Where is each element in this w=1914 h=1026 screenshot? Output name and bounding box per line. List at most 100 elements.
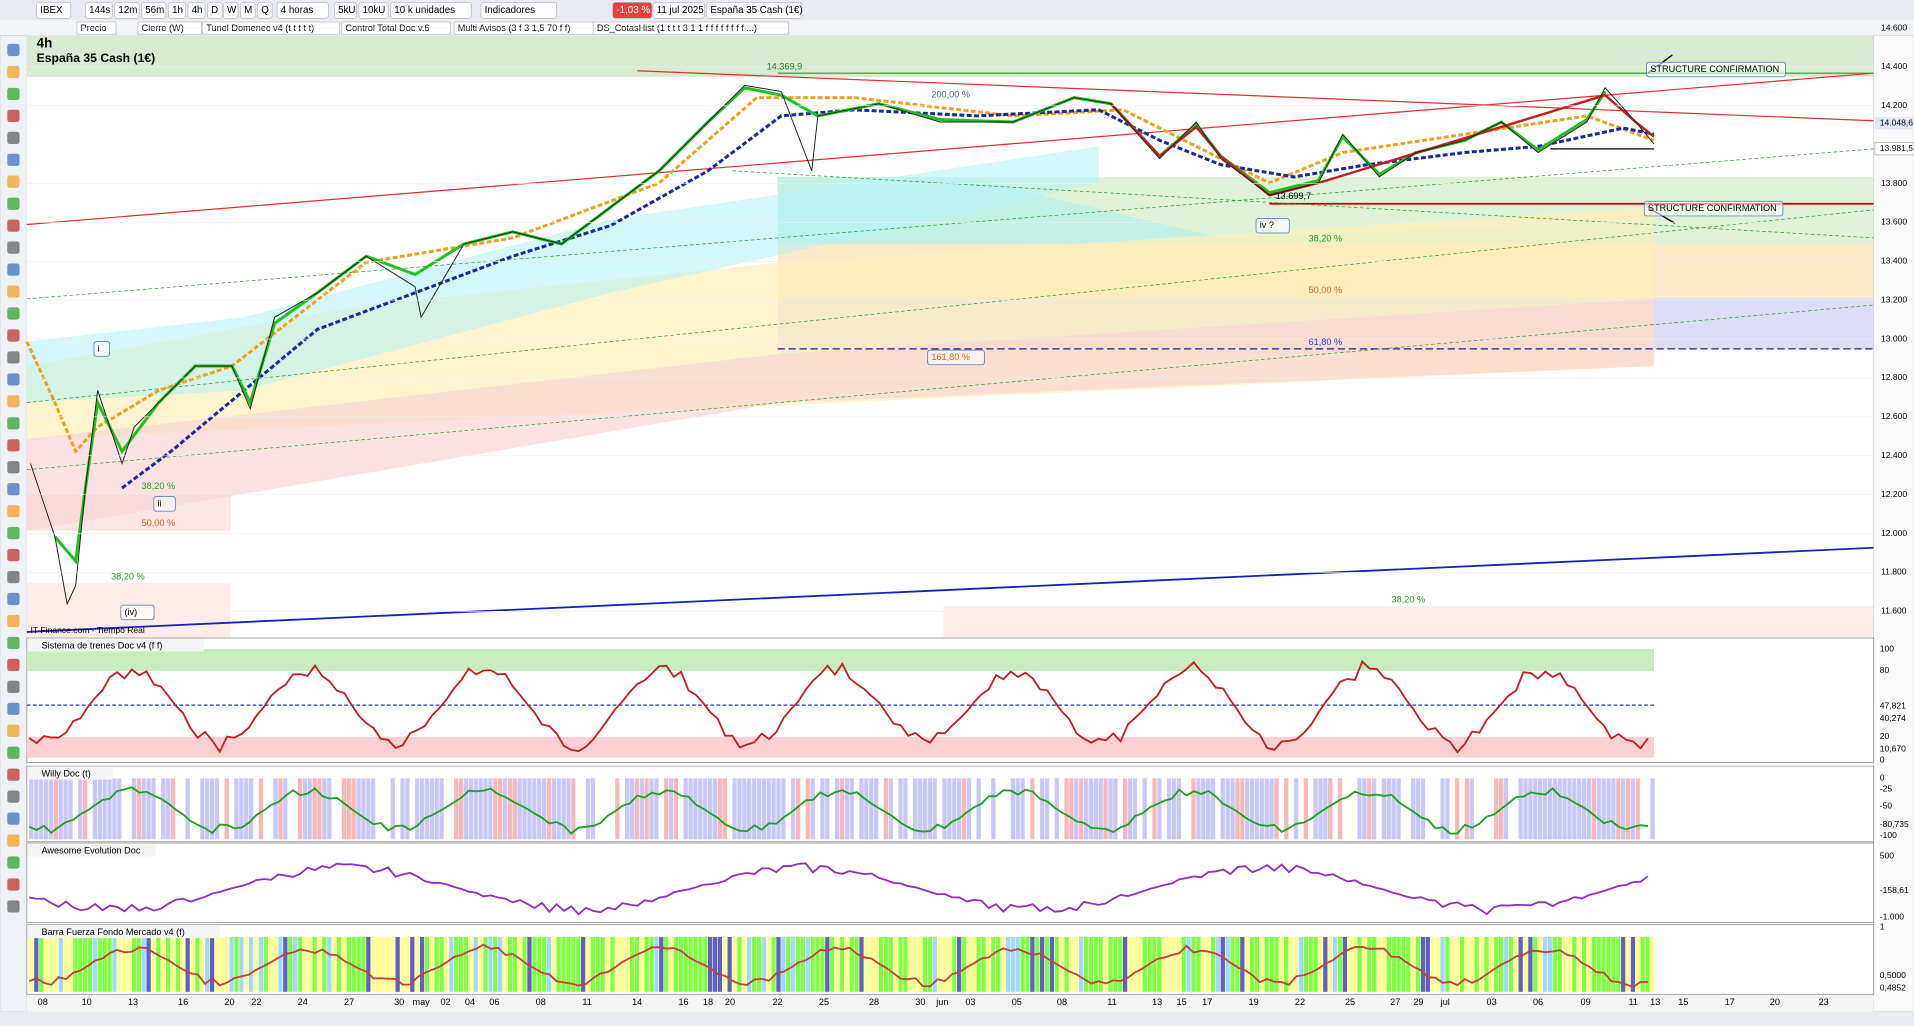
panel-axis-label: 0 bbox=[1880, 773, 1885, 783]
tool-icon[interactable] bbox=[7, 592, 20, 606]
tool-icon[interactable] bbox=[7, 461, 20, 474]
toolbar-button[interactable] bbox=[187, 2, 206, 19]
tool-icon[interactable] bbox=[7, 87, 20, 101]
tool-icon[interactable] bbox=[7, 373, 20, 386]
toolbar-label[interactable]: D bbox=[211, 5, 218, 16]
tool-icon[interactable] bbox=[7, 351, 20, 364]
tool-icon[interactable] bbox=[7, 702, 20, 715]
toolbar-button[interactable] bbox=[114, 2, 140, 19]
toolbar-label[interactable]: España 35 Cash (1€) bbox=[710, 5, 802, 16]
strip bbox=[53, 778, 58, 840]
strip bbox=[473, 936, 478, 992]
tool-icon[interactable] bbox=[7, 527, 20, 540]
strip bbox=[297, 778, 303, 840]
strip bbox=[200, 936, 205, 992]
tool-icon[interactable] bbox=[7, 197, 20, 210]
toolbar-button[interactable] bbox=[652, 2, 705, 19]
toolbar-label[interactable]: 56m bbox=[145, 5, 164, 16]
toolbar-label[interactable]: 5kU bbox=[338, 5, 355, 16]
tool-icon[interactable] bbox=[7, 856, 20, 869]
strip bbox=[756, 936, 762, 992]
toolbar-button[interactable] bbox=[85, 2, 113, 19]
tool-icon[interactable] bbox=[7, 439, 20, 452]
tool-icon[interactable] bbox=[7, 900, 20, 913]
toolbar-button[interactable] bbox=[358, 2, 389, 19]
strip bbox=[1650, 778, 1655, 840]
toolbar-label[interactable]: IBEX bbox=[40, 5, 63, 16]
toolbar-button[interactable] bbox=[334, 2, 357, 19]
strip bbox=[1074, 936, 1079, 992]
toolbar-button[interactable] bbox=[207, 2, 223, 19]
tool-icon[interactable] bbox=[7, 43, 20, 57]
toolbar-button[interactable] bbox=[223, 2, 239, 19]
tool-icon[interactable] bbox=[7, 790, 20, 803]
tool-icon[interactable] bbox=[7, 109, 20, 122]
toolbar-label[interactable]: -1,03 % bbox=[616, 5, 650, 16]
tool-icon[interactable] bbox=[7, 307, 20, 320]
toolbar-button[interactable] bbox=[141, 2, 167, 19]
strip bbox=[1391, 936, 1396, 992]
toolbar-label[interactable]: 10 k unidades bbox=[394, 5, 455, 16]
tool-icon[interactable] bbox=[7, 768, 20, 781]
toolbar-label[interactable]: 144s bbox=[89, 5, 110, 16]
toolbar-button[interactable] bbox=[276, 2, 329, 19]
toolbar-button[interactable] bbox=[706, 2, 803, 19]
tool-icon[interactable] bbox=[7, 614, 20, 628]
tool-icon[interactable] bbox=[7, 175, 20, 188]
tool-icon[interactable] bbox=[7, 395, 20, 408]
tool-icon[interactable] bbox=[7, 570, 20, 584]
tool-icon[interactable] bbox=[7, 219, 20, 232]
strip bbox=[302, 936, 307, 992]
toolbar-label[interactable]: W bbox=[227, 5, 237, 16]
toolbar-button[interactable] bbox=[390, 2, 472, 19]
strip bbox=[727, 936, 732, 992]
strip bbox=[48, 936, 54, 992]
toolbar-label[interactable]: Indicadores bbox=[485, 5, 536, 16]
tool-icon[interactable] bbox=[7, 724, 20, 737]
toolbar-label[interactable]: Q bbox=[261, 5, 269, 16]
tool-icon[interactable] bbox=[7, 834, 20, 847]
tool-icon[interactable] bbox=[7, 285, 20, 298]
toolbar-button[interactable] bbox=[612, 2, 653, 19]
strip bbox=[1025, 936, 1030, 992]
toolbar-label[interactable]: 10kU bbox=[363, 5, 386, 16]
toolbar-button[interactable] bbox=[240, 2, 256, 19]
strip bbox=[1259, 778, 1264, 840]
toolbar-label[interactable]: M bbox=[244, 5, 252, 16]
strip bbox=[942, 936, 947, 992]
tool-icon[interactable] bbox=[7, 658, 20, 671]
toolbar-label[interactable]: 11 jul 2025 bbox=[657, 5, 705, 16]
tool-icon[interactable] bbox=[7, 483, 20, 496]
tool-icon[interactable] bbox=[7, 636, 20, 650]
tool-icon[interactable] bbox=[7, 65, 20, 79]
tool-icon[interactable] bbox=[7, 153, 20, 166]
tool-icon[interactable] bbox=[7, 548, 20, 562]
strip bbox=[693, 778, 698, 840]
tool-icon[interactable] bbox=[7, 878, 20, 891]
tool-icon[interactable] bbox=[7, 505, 20, 518]
strip bbox=[1538, 778, 1543, 840]
tool-icon[interactable] bbox=[7, 680, 20, 693]
tool-icon[interactable] bbox=[7, 241, 20, 254]
annotation-box bbox=[1646, 61, 1786, 78]
tool-icon[interactable] bbox=[7, 746, 20, 759]
tool-icon[interactable] bbox=[7, 131, 20, 144]
toolbar-button[interactable] bbox=[36, 2, 72, 19]
toolbar-button[interactable] bbox=[257, 2, 273, 19]
strip bbox=[1264, 778, 1269, 840]
strip bbox=[566, 778, 571, 840]
tool-icon[interactable] bbox=[7, 263, 20, 276]
toolbar-label[interactable]: 4 horas bbox=[281, 5, 314, 16]
date-label: 25 bbox=[819, 997, 829, 1007]
toolbar-label[interactable]: 1h bbox=[172, 5, 183, 16]
strip bbox=[1083, 778, 1089, 840]
strip bbox=[1464, 936, 1470, 992]
tool-icon[interactable] bbox=[7, 812, 20, 825]
toolbar-label[interactable]: 4h bbox=[192, 5, 203, 16]
toolbar-label[interactable]: 12m bbox=[118, 5, 137, 16]
tool-icon[interactable] bbox=[7, 417, 20, 430]
toolbar-button[interactable] bbox=[168, 2, 186, 19]
strip bbox=[898, 936, 903, 992]
tool-icon[interactable] bbox=[7, 329, 20, 342]
toolbar-button[interactable] bbox=[480, 2, 557, 19]
